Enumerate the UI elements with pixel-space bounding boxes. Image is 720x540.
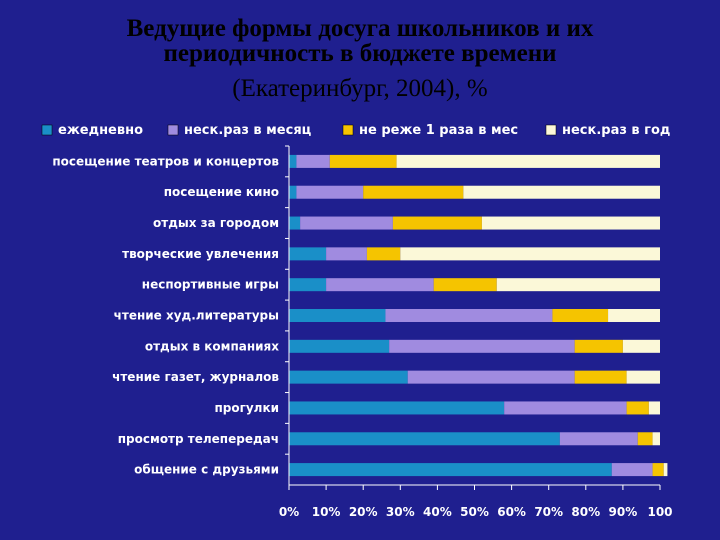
bar-segment — [289, 278, 327, 292]
bar-segment — [296, 154, 330, 168]
category-label: общение с друзьями — [134, 463, 279, 477]
bar-segment — [574, 339, 623, 353]
x-tick-label: 10% — [312, 505, 341, 519]
legend-label: ежедневно — [58, 123, 143, 138]
legend-swatch — [167, 124, 179, 136]
legend-label: неск.раз в год — [562, 123, 670, 138]
bar-segment — [608, 309, 660, 322]
x-tick-label: 70% — [534, 505, 563, 519]
category-label: посещение театров и концертов — [52, 154, 279, 168]
x-tick-label: 90% — [609, 505, 638, 519]
bar-segment — [626, 401, 649, 415]
bar-segment — [611, 463, 653, 477]
legend-item: неск.раз в месяц — [167, 123, 312, 138]
bar-segment — [289, 216, 301, 230]
bar-segment — [300, 216, 393, 230]
title-line-2: периодичность в бюджете времени — [163, 40, 557, 67]
x-tick-label: 50% — [460, 505, 489, 519]
legend-swatch — [41, 124, 53, 136]
bar-segment — [392, 216, 482, 230]
bar-segment — [504, 401, 627, 415]
chart-title: Ведущие формы досуга школьников и их пер… — [0, 16, 720, 101]
bar-segment — [289, 401, 505, 415]
category-label: неспортивные игры — [142, 278, 279, 292]
bar-segment — [626, 370, 660, 384]
bar-segment — [559, 432, 638, 446]
title-line-1: Ведущие формы досуга школьников и их — [126, 15, 594, 42]
bar-segment — [366, 247, 401, 261]
bar-segment — [496, 278, 660, 292]
legend-item: неск.раз в год — [545, 123, 670, 138]
legend-label: не реже 1 раза в мес — [359, 123, 518, 138]
bar-segment — [326, 278, 434, 292]
bar-segment — [289, 463, 612, 477]
legend-label: неск.раз в месяц — [184, 123, 312, 138]
bar-segment — [396, 154, 660, 168]
x-tick-label: 60% — [497, 505, 526, 519]
x-tick-label: 40% — [423, 505, 452, 519]
bar-segment — [289, 309, 386, 322]
bar-segment — [652, 463, 664, 477]
bar-segment — [329, 154, 397, 168]
category-label: отдых за городом — [153, 216, 279, 230]
bar-segment — [289, 432, 560, 446]
bar-segment — [326, 247, 367, 261]
bar-segment — [648, 401, 660, 415]
x-tick-label: 80% — [571, 505, 600, 519]
plot-area — [289, 154, 668, 477]
chart-legend: ежедневно неск.раз в месяц не реже 1 раза … — [41, 123, 670, 138]
bar-segment — [389, 339, 575, 353]
x-tick-label: 100 — [647, 505, 672, 519]
legend-item: не реже 1 раза в мес — [342, 123, 518, 138]
bar-segment — [363, 185, 464, 199]
bar-segment — [663, 463, 668, 477]
legend-swatch — [342, 124, 354, 136]
bar-segment — [289, 370, 408, 384]
category-label: чтение худ.литературы — [114, 309, 279, 323]
x-tick-label: 0% — [279, 505, 299, 519]
legend-swatch — [545, 124, 557, 136]
bar-segment — [407, 370, 575, 384]
bar-segment — [385, 309, 553, 322]
bar-segment — [433, 278, 497, 292]
bar-segment — [400, 247, 660, 261]
category-label: отдых в компаниях — [145, 339, 279, 353]
bar-segment — [552, 309, 609, 322]
title-line-3: (Екатеринбург, 2004), % — [232, 75, 488, 102]
category-label: чтение газет, журналов — [112, 370, 279, 384]
category-label: прогулки — [214, 401, 279, 415]
bar-segment — [463, 185, 660, 199]
bar-segment — [637, 432, 653, 446]
legend-item: ежедневно — [41, 123, 143, 138]
bar-segment — [481, 216, 660, 230]
bar-segment — [289, 339, 390, 353]
bar-segment — [652, 432, 660, 446]
category-label: творческие увлечения — [122, 247, 279, 261]
x-tick-label: 20% — [349, 505, 378, 519]
bar-segment — [574, 370, 627, 384]
bar-segment — [289, 185, 297, 199]
bar-segment — [289, 154, 297, 168]
category-label: просмотр телепередач — [118, 432, 279, 446]
category-label: посещение кино — [164, 185, 279, 199]
bar-segment — [622, 339, 660, 353]
bar-segment — [296, 185, 364, 199]
chart-axes: посещение театров и концертов посещение к… — [52, 145, 673, 519]
bar-segment — [289, 247, 327, 261]
x-tick-label: 30% — [386, 505, 415, 519]
